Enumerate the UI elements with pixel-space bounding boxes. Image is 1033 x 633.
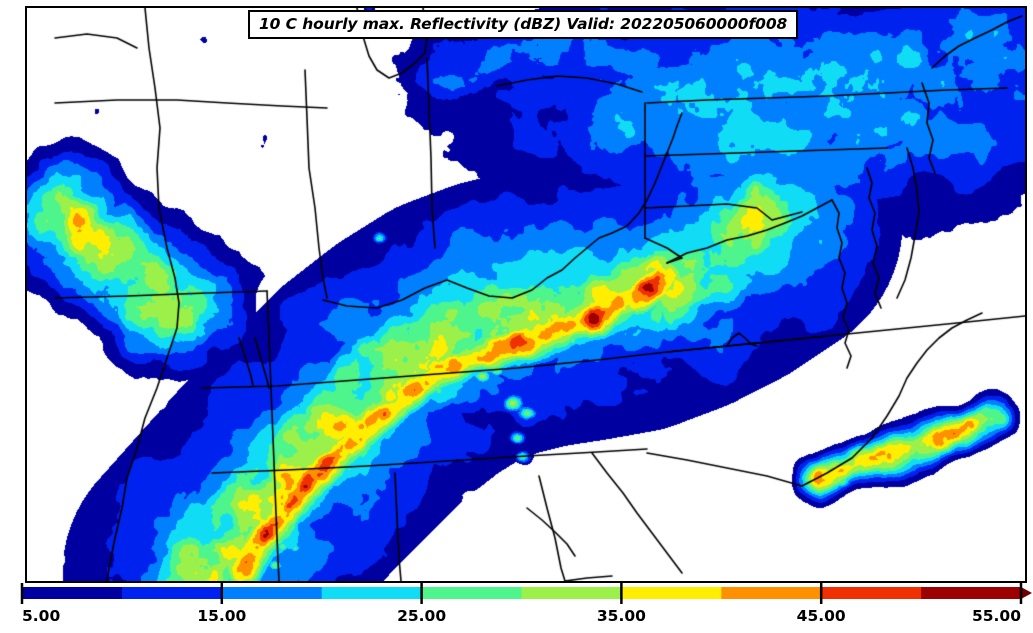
- map-panel: [25, 6, 1027, 583]
- plot-title-box: 10 C hourly max. Reflectivity (dBZ) Vali…: [248, 10, 799, 39]
- colorbar-band: [921, 587, 1022, 599]
- colorbar-tick-label: 5.00: [22, 607, 60, 625]
- colorbar-tick-label: 35.00: [597, 607, 646, 625]
- colorbar-tick-label: 25.00: [397, 607, 446, 625]
- radar-reflectivity-canvas: [27, 8, 1025, 581]
- colorbar-extend-arrow: [1021, 587, 1032, 599]
- colorbar-band: [721, 587, 822, 599]
- colorbar-band: [121, 587, 223, 599]
- colorbar-tick-label: 15.00: [197, 607, 246, 625]
- colorbar-band: [221, 587, 323, 599]
- colorbar-tick-label: 55.00: [972, 607, 1021, 625]
- colorbar-band: [521, 587, 622, 599]
- colorbar-band: [621, 587, 722, 599]
- colorbar-band: [821, 587, 922, 599]
- colorbar-band: [321, 587, 423, 599]
- colorbar-tick-label: 45.00: [797, 607, 846, 625]
- colorbar: 5.00 15.00 25.00 35.00 45.00 55.00: [0, 583, 1033, 633]
- colorbar-band: [421, 587, 523, 599]
- colorbar-svg: 5.00 15.00 25.00 35.00 45.00 55.00: [20, 583, 1032, 625]
- plot-title: 10 C hourly max. Reflectivity (dBZ) Vali…: [259, 15, 788, 33]
- colorbar-band: [22, 587, 123, 599]
